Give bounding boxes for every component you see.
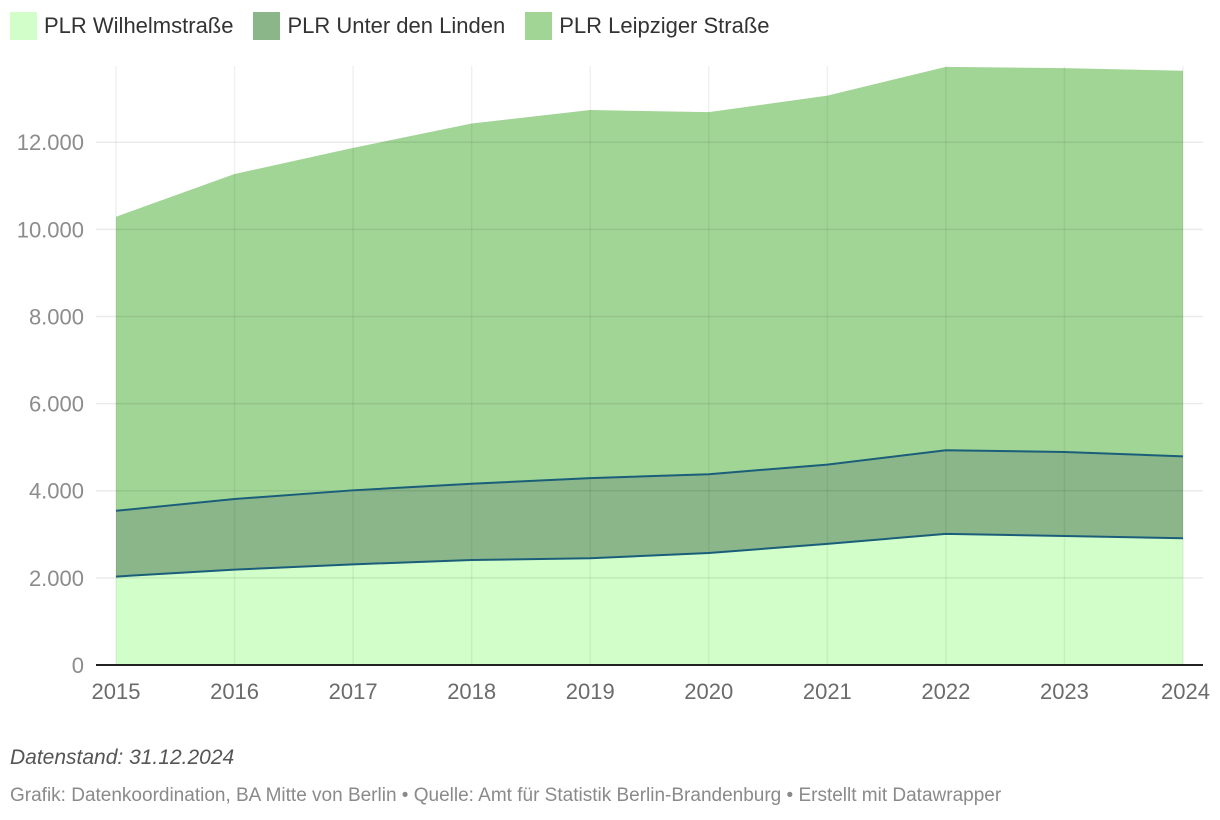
y-tick-label-3: 6.000 [29, 392, 84, 417]
y-tick-label-0: 0 [72, 653, 84, 678]
y-tick-label-1: 2.000 [29, 566, 84, 591]
x-tick-label-2020: 2020 [684, 679, 733, 704]
data-date-note: Datenstand: 31.12.2024 [10, 746, 235, 769]
x-tick-label-2015: 2015 [92, 679, 141, 704]
legend-label-unter-den-linden: PLR Unter den Linden [287, 13, 506, 38]
legend-swatch-wilhelmstrasse [10, 12, 37, 40]
source-credit: Grafik: Datenkoordination, BA Mitte von … [10, 785, 1002, 806]
stacked-area-chart: 0 2.000 4.000 6.000 8.000 10.000 12.000 2015 201… [17, 66, 1210, 704]
area-series-0 [116, 533, 1183, 665]
legend-label-wilhelmstrasse: PLR Wilhelmstraße [44, 13, 234, 38]
x-tick-label-2022: 2022 [921, 679, 970, 704]
series-line-1 [115, 449, 1184, 512]
x-tick-label-2018: 2018 [447, 679, 496, 704]
legend-item-wilhelmstrasse: PLR Wilhelmstraße [10, 12, 233, 40]
x-tick-label-2023: 2023 [1040, 679, 1089, 704]
x-tick-label-2017: 2017 [329, 679, 378, 704]
area-series-1 [116, 450, 1183, 577]
x-tick-label-2016: 2016 [210, 679, 259, 704]
x-tick-label-2019: 2019 [566, 679, 615, 704]
x-tick-label-2024: 2024 [1161, 679, 1210, 704]
y-tick-label-4: 8.000 [29, 304, 84, 329]
legend-swatch-unter-den-linden [253, 12, 281, 40]
x-tick-label-2021: 2021 [803, 679, 852, 704]
legend-item-leipziger-strasse: PLR Leipziger Straße [525, 12, 770, 40]
area-series-2 [116, 66, 1183, 511]
legend-swatch-leipziger-strasse [525, 12, 553, 40]
y-tick-label-2: 4.000 [29, 479, 84, 504]
legend-item-unter-den-linden: PLR Unter den Linden [253, 12, 505, 40]
chart-legend: PLR Wilhelmstraße PLR Unter den Linden P… [10, 12, 790, 40]
series-line-0 [115, 532, 1184, 578]
y-tick-label-5: 10.000 [17, 217, 84, 242]
y-tick-label-6: 12.000 [17, 130, 84, 155]
legend-label-leipziger-strasse: PLR Leipziger Straße [559, 13, 770, 38]
